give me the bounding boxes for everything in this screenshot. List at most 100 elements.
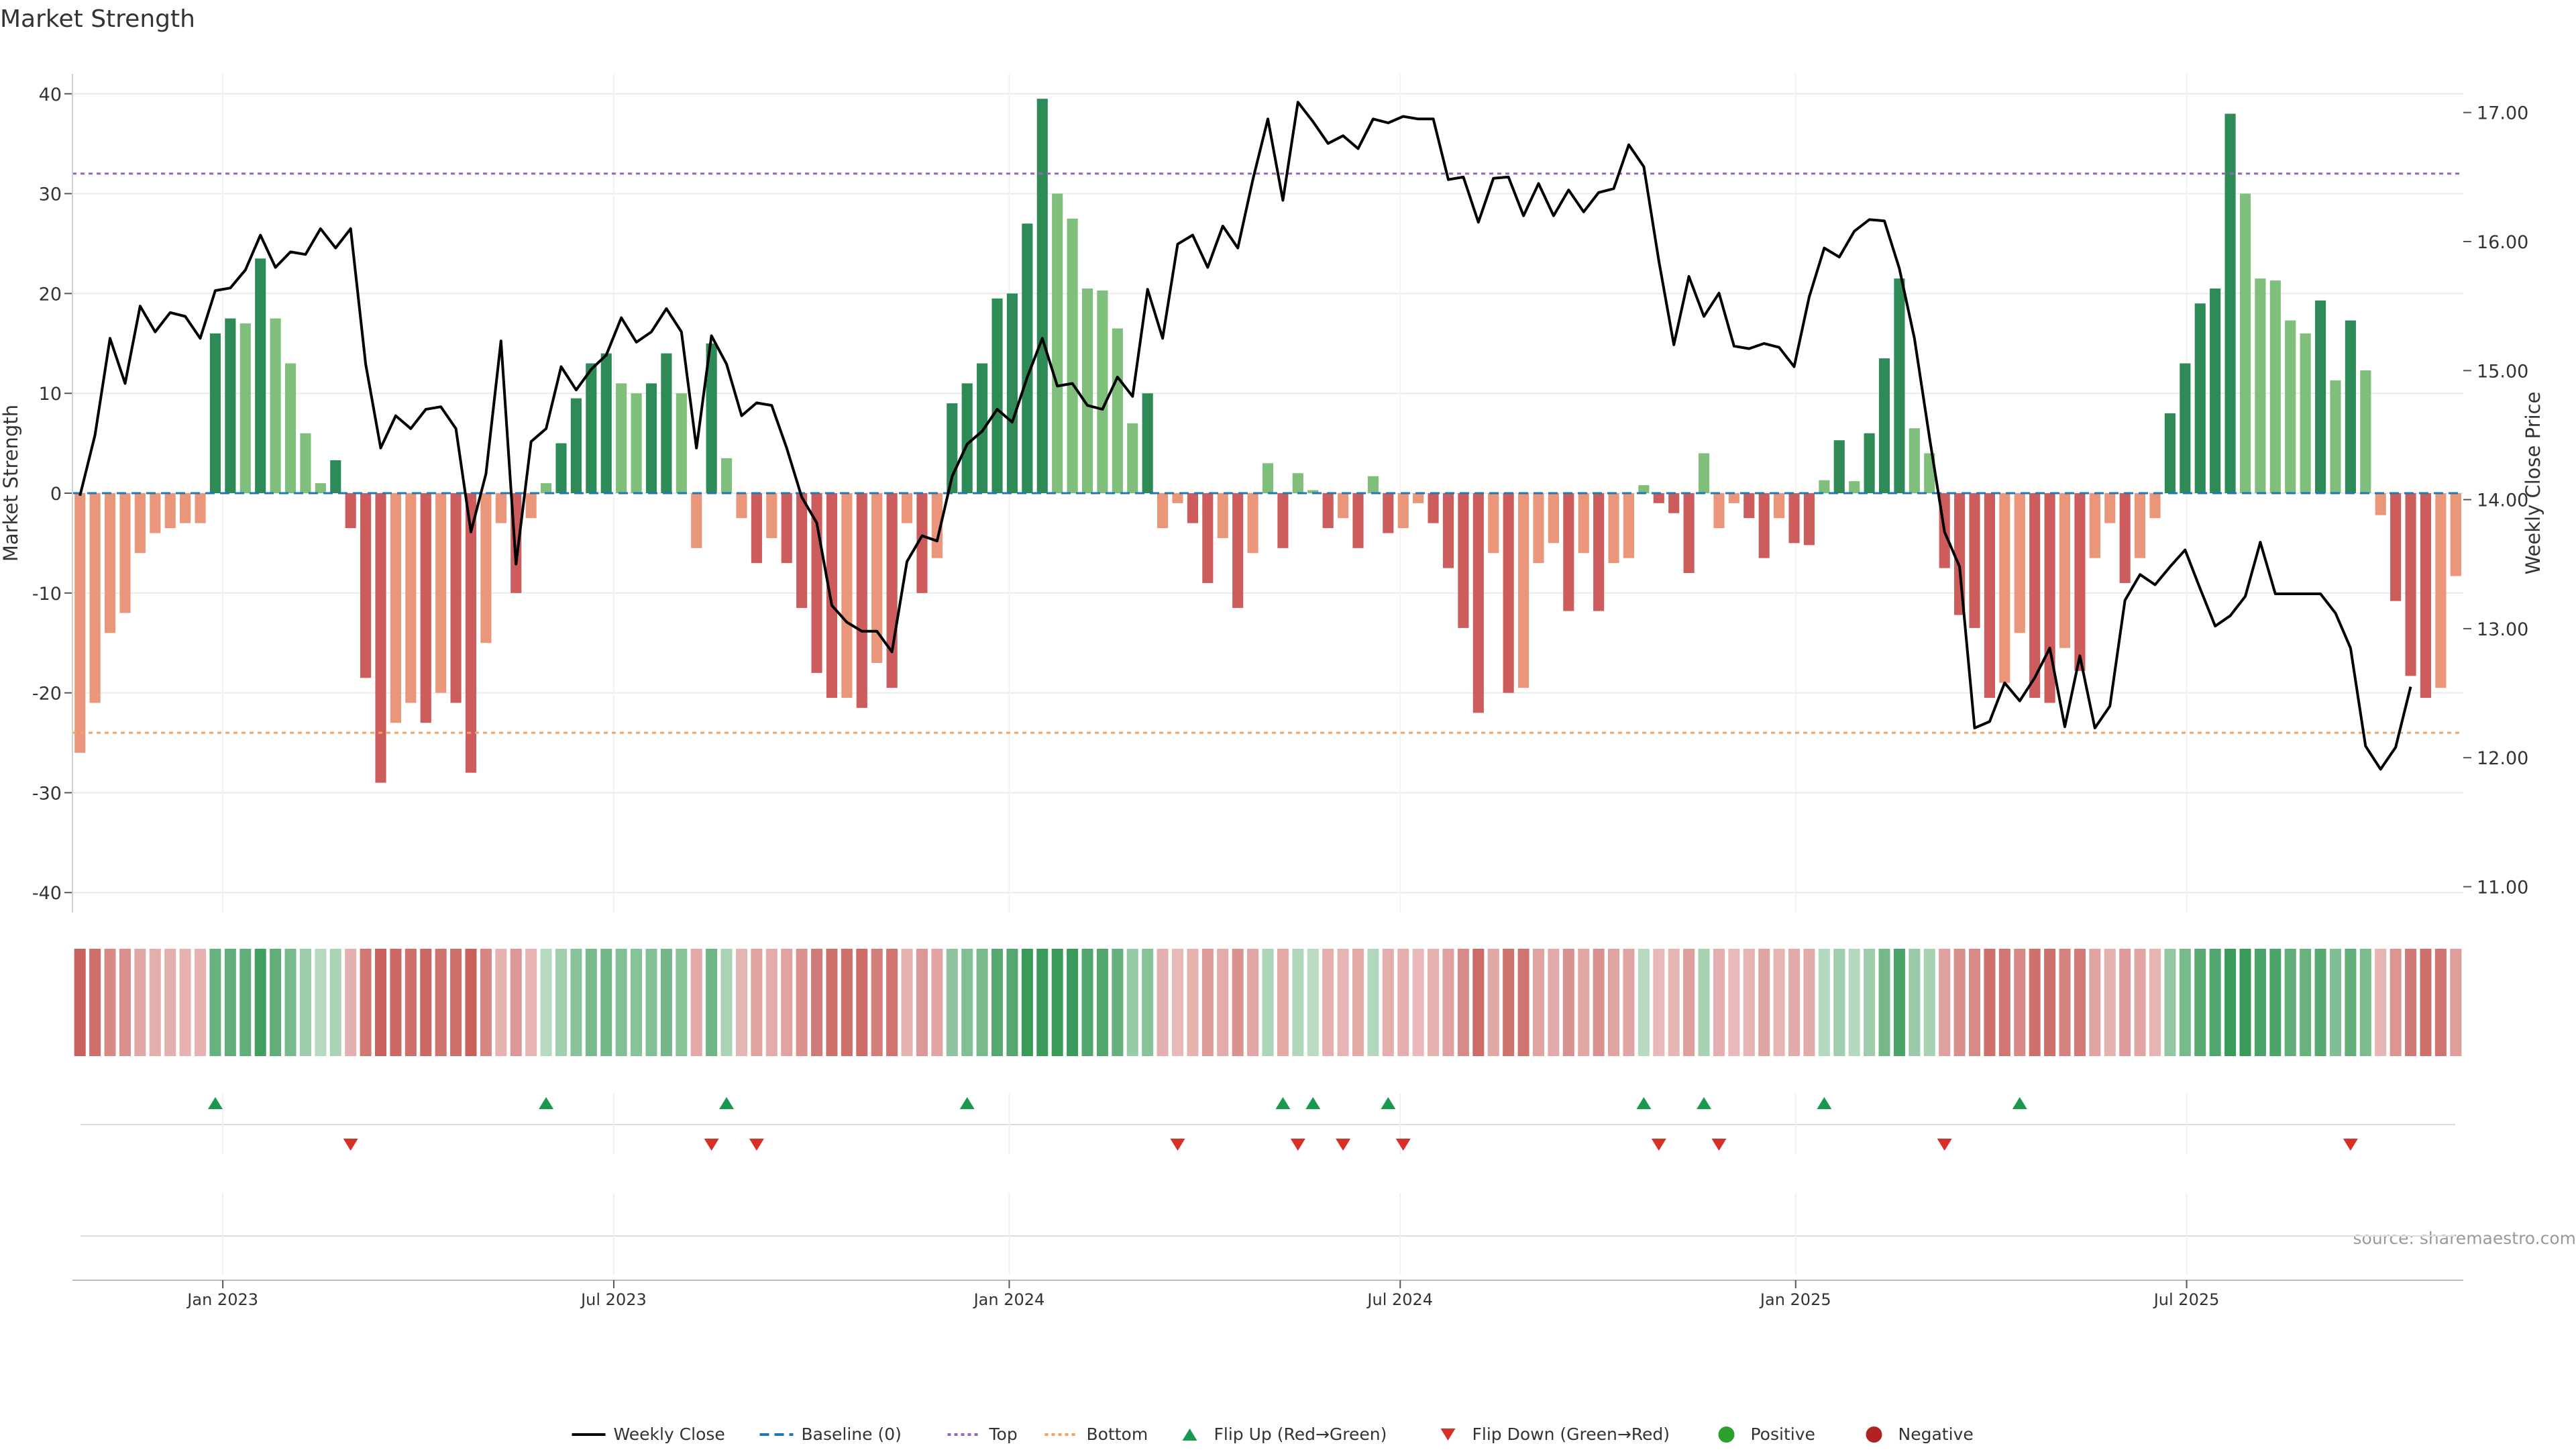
heat-cell [2180,949,2191,1056]
heat-cell [1127,949,1138,1056]
heat-cell [390,949,401,1056]
strength-bar [225,319,235,493]
strength-bar [1518,493,1529,688]
strength-bar [1533,493,1544,563]
heat-cell [2375,949,2386,1056]
y-axis-label-right: Weekly Close Price [2522,392,2544,575]
chart-title: Market Strength [0,5,195,33]
legend-item: Positive [1719,1424,1815,1444]
strength-bar [1713,493,1724,528]
y-tick-label: -20 [32,684,62,705]
heat-cell [1006,949,1018,1056]
heat-cell [616,949,627,1056]
strength-bar [1608,493,1619,563]
x-tick-label: Jul 2025 [2153,1290,2220,1309]
strength-bar [1413,493,1424,503]
strength-bar [1142,393,1153,493]
heat-cell [691,949,702,1056]
heat-cell [435,949,447,1056]
legend-swatch [1866,1427,1882,1443]
y-tick-label: 20 [39,284,62,305]
heat-cell [1067,949,1078,1056]
heat-cell [2104,949,2116,1056]
heat-cell [1864,949,1875,1056]
strength-bar [811,493,822,673]
strength-bar [1668,493,1679,513]
legend-item: Weekly Close [572,1424,725,1444]
heat-cell [330,949,341,1056]
strength-bar [555,444,566,493]
strength-bar [766,493,777,538]
heat-cell [360,949,372,1056]
heat-cell [706,949,717,1056]
strength-bar [1593,493,1604,611]
heat-cell [586,949,597,1056]
heat-cell [1743,949,1755,1056]
heat-cell [2014,949,2025,1056]
strength-bar [1774,493,1784,518]
strength-bar [586,364,596,493]
heat-cell [1413,949,1424,1056]
strength-bar [90,493,101,703]
strength-bar [330,460,341,493]
strength-bar [1743,493,1754,518]
heat-cell [600,949,612,1056]
heat-cell [1172,949,1183,1056]
heat-cell [2345,949,2356,1056]
strength-bar [2104,493,2115,523]
legend-label: Bottom [1087,1424,1148,1444]
legend-item: Bottom [1045,1424,1148,1444]
strength-bar [135,493,146,553]
flip-up-marker [539,1097,553,1109]
heat-cell [1142,949,1153,1056]
y-right-tick-label: 14.00 [2477,490,2528,511]
flip-down-marker [1396,1139,1411,1151]
strength-bar [195,493,205,523]
strength-bar [1338,493,1348,518]
strength-bar [977,364,987,493]
legend-label: Flip Down (Green→Red) [1472,1424,1670,1444]
flip-down-marker [2343,1139,2358,1151]
heat-cell [1277,949,1289,1056]
strength-bar [2240,194,2251,493]
strength-bar [1834,440,1845,493]
heat-cell [1954,949,1966,1056]
flip-up-marker [960,1097,975,1109]
y-right-tick-label: 13.00 [2477,619,2528,640]
x-tick-label: Jan 2023 [186,1290,258,1309]
heat-cell [811,949,822,1056]
strength-bar [1548,493,1559,543]
strength-bar [1428,493,1438,523]
heat-cell [1563,949,1574,1056]
heat-cell [1819,949,1830,1056]
heat-cell [2450,949,2461,1056]
heat-cell [1247,949,1258,1056]
strength-bar [180,493,191,523]
heat-cell [1984,949,1995,1056]
strength-bar [1503,493,1514,693]
heat-cell [2315,949,2326,1056]
strength-bar [2195,303,2206,493]
heat-cell [239,949,251,1056]
heat-cell [1383,949,1394,1056]
flip-down-marker [1171,1139,1185,1151]
heat-cell [1292,949,1303,1056]
heat-strip-layer [74,949,2462,1056]
strength-bar [480,493,491,643]
heat-cell [661,949,672,1056]
flip-up-marker [1817,1097,1831,1109]
y-tick-label: -40 [32,883,62,904]
flip-down-marker [1711,1139,1726,1151]
strength-bar [360,493,371,678]
strength-bar [2120,493,2131,583]
heat-cell [1774,949,1785,1056]
flip-up-marker [719,1097,734,1109]
heat-cell [1322,949,1334,1056]
heat-cell [2149,949,2161,1056]
strength-bar [1699,453,1709,493]
strength-bar [1864,433,1875,493]
strength-bar [2015,493,2025,633]
strength-bar [841,493,852,698]
strength-bar [2285,321,2296,493]
